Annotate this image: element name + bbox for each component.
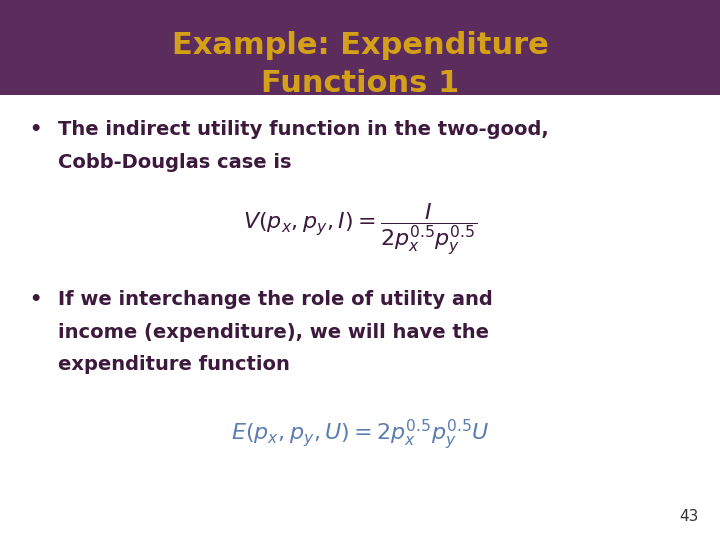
Text: The indirect utility function in the two-good,: The indirect utility function in the two… xyxy=(58,120,549,139)
Text: 43: 43 xyxy=(679,509,698,524)
Text: •: • xyxy=(29,120,41,139)
FancyBboxPatch shape xyxy=(0,0,720,94)
Text: •: • xyxy=(29,290,41,309)
Text: Cobb-Douglas case is: Cobb-Douglas case is xyxy=(58,152,291,172)
Text: $E(p_x,p_y,U) = 2p_x^{0.5}p_y^{0.5}U$: $E(p_x,p_y,U) = 2p_x^{0.5}p_y^{0.5}U$ xyxy=(230,417,490,452)
Text: income (expenditure), we will have the: income (expenditure), we will have the xyxy=(58,322,489,342)
Text: expenditure function: expenditure function xyxy=(58,355,289,374)
Text: Functions 1: Functions 1 xyxy=(261,69,459,98)
Text: If we interchange the role of utility and: If we interchange the role of utility an… xyxy=(58,290,492,309)
Text: Example: Expenditure: Example: Expenditure xyxy=(171,31,549,60)
Text: $V(p_x,p_y,I)=\dfrac{I}{2p_x^{0.5}p_y^{0.5}}$: $V(p_x,p_y,I)=\dfrac{I}{2p_x^{0.5}p_y^{0… xyxy=(243,201,477,258)
